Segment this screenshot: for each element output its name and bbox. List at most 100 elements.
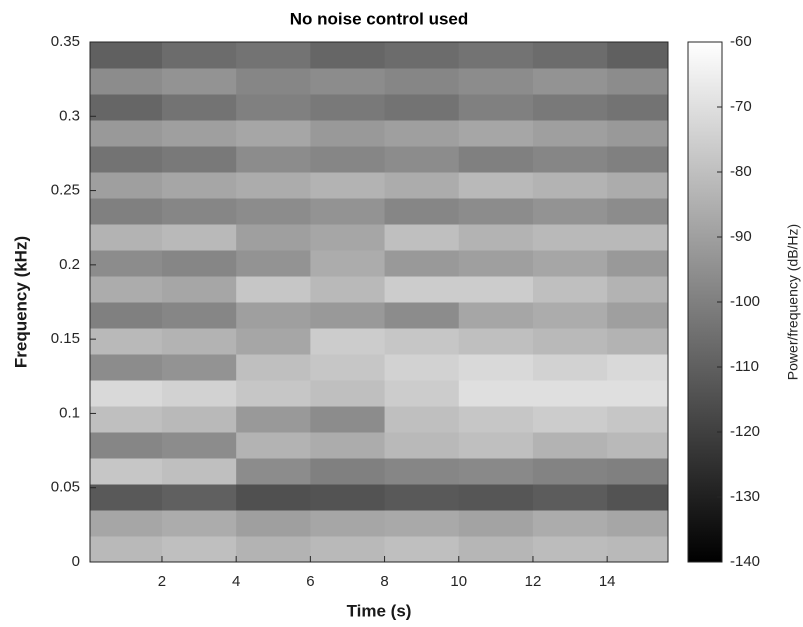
colorbar-tick-label: -130	[730, 488, 760, 505]
heatmap-cell	[310, 276, 386, 303]
heatmap-cell	[161, 354, 237, 381]
heatmap-cell	[310, 224, 386, 251]
heatmap-cell	[90, 380, 163, 407]
heatmap-cell	[236, 406, 311, 433]
heatmap-cell	[310, 354, 386, 381]
heatmap-cell	[532, 302, 608, 329]
heatmap-cell	[236, 328, 311, 355]
heatmap-cell	[310, 42, 386, 69]
heatmap-cell	[90, 250, 163, 277]
heatmap-cell	[607, 484, 669, 511]
heatmap-cell	[236, 354, 311, 381]
heatmap-cell	[310, 120, 386, 147]
heatmap-cell	[532, 172, 608, 199]
heatmap-cell	[607, 42, 669, 69]
heatmap-cell	[532, 120, 608, 147]
heatmap-cell	[458, 510, 534, 537]
heatmap-cell	[90, 354, 163, 381]
colorbar-tick-label: -60	[730, 33, 752, 50]
heatmap-cell	[532, 536, 608, 563]
heatmap-cell	[310, 146, 386, 173]
y-tick-label: 0.2	[59, 256, 80, 273]
heatmap-cell	[384, 224, 460, 251]
heatmap-cell	[607, 68, 669, 95]
heatmap-cell	[607, 94, 669, 121]
colorbar-tick-label: -100	[730, 293, 760, 310]
heatmap-cell	[310, 302, 386, 329]
heatmap	[90, 42, 669, 563]
heatmap-cell	[161, 94, 237, 121]
heatmap-cell	[310, 250, 386, 277]
heatmap-cell	[161, 458, 237, 485]
heatmap-cell	[236, 146, 311, 173]
heatmap-cell	[607, 198, 669, 225]
heatmap-cell	[607, 250, 669, 277]
heatmap-cell	[384, 328, 460, 355]
heatmap-cell	[607, 224, 669, 251]
heatmap-cell	[310, 380, 386, 407]
heatmap-cell	[384, 432, 460, 459]
heatmap-cell	[458, 94, 534, 121]
heatmap-cell	[310, 94, 386, 121]
heatmap-cell	[532, 484, 608, 511]
heatmap-cell	[458, 302, 534, 329]
y-tick-label: 0.25	[51, 182, 80, 199]
heatmap-cell	[458, 68, 534, 95]
heatmap-cell	[161, 42, 237, 69]
heatmap-cell	[384, 302, 460, 329]
heatmap-cell	[384, 172, 460, 199]
heatmap-cell	[384, 536, 460, 563]
heatmap-cell	[458, 120, 534, 147]
heatmap-cell	[384, 42, 460, 69]
heatmap-cell	[532, 510, 608, 537]
heatmap-cell	[90, 42, 163, 69]
heatmap-cell	[161, 302, 237, 329]
heatmap-cell	[532, 380, 608, 407]
heatmap-cell	[458, 276, 534, 303]
heatmap-cell	[310, 198, 386, 225]
heatmap-cell	[607, 406, 669, 433]
heatmap-cell	[384, 146, 460, 173]
colorbar-tick-label: -90	[730, 228, 752, 245]
x-tick-label: 8	[380, 573, 388, 590]
heatmap-cell	[607, 276, 669, 303]
heatmap-cell	[161, 536, 237, 563]
heatmap-cell	[90, 484, 163, 511]
plot-frame	[89, 41, 669, 563]
heatmap-cell	[532, 68, 608, 95]
heatmap-cell	[607, 354, 669, 381]
x-tick-label: 2	[158, 573, 166, 590]
heatmap-cell	[458, 172, 534, 199]
heatmap-cell	[90, 458, 163, 485]
heatmap-cell	[161, 406, 237, 433]
heatmap-cell	[607, 510, 669, 537]
heatmap-cell	[90, 94, 163, 121]
heatmap-cell	[532, 224, 608, 251]
colorbar-tick-label: -110	[730, 358, 759, 375]
heatmap-cell	[384, 198, 460, 225]
heatmap-cell	[310, 172, 386, 199]
heatmap-cell	[236, 484, 311, 511]
heatmap-cell	[236, 172, 311, 199]
colorbar-tick-label: -120	[730, 423, 760, 440]
heatmap-cell	[532, 328, 608, 355]
heatmap-cell	[458, 224, 534, 251]
heatmap-cell	[236, 432, 311, 459]
heatmap-cell	[532, 42, 608, 69]
heatmap-cell	[90, 224, 163, 251]
heatmap-cell	[532, 432, 608, 459]
heatmap-cell	[236, 94, 311, 121]
x-tick-label: 10	[450, 573, 467, 590]
x-tick-label: 12	[525, 573, 542, 590]
heatmap-cell	[161, 146, 237, 173]
heatmap-cell	[90, 432, 163, 459]
y-tick-label: 0.05	[51, 479, 80, 496]
heatmap-cell	[161, 120, 237, 147]
heatmap-cell	[236, 68, 311, 95]
heatmap-cell	[236, 302, 311, 329]
heatmap-cell	[90, 146, 163, 173]
heatmap-cell	[384, 276, 460, 303]
heatmap-cell	[236, 380, 311, 407]
